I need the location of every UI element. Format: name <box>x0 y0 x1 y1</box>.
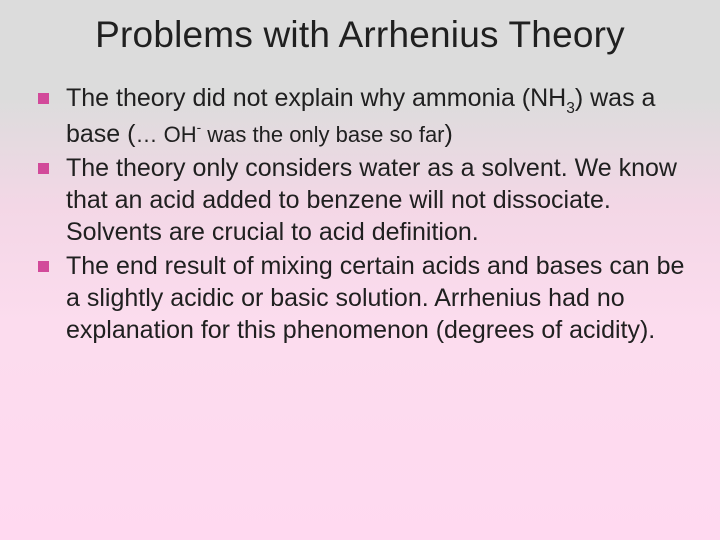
bullet-marker <box>38 261 49 272</box>
bullet-marker <box>38 93 49 104</box>
list-item: The end result of mixing certain acids a… <box>36 250 686 346</box>
list-item: The theory only considers water as a sol… <box>36 152 686 248</box>
page-title: Problems with Arrhenius Theory <box>28 14 692 56</box>
bullet-text: The theory did not explain why ammonia (… <box>66 84 655 148</box>
bullet-list: The theory did not explain why ammonia (… <box>28 82 692 346</box>
bullet-marker <box>38 163 49 174</box>
bullet-text: The theory only considers water as a sol… <box>66 154 677 246</box>
list-item: The theory did not explain why ammonia (… <box>36 82 686 150</box>
slide: Problems with Arrhenius Theory The theor… <box>0 0 720 540</box>
bullet-text: The end result of mixing certain acids a… <box>66 252 684 344</box>
